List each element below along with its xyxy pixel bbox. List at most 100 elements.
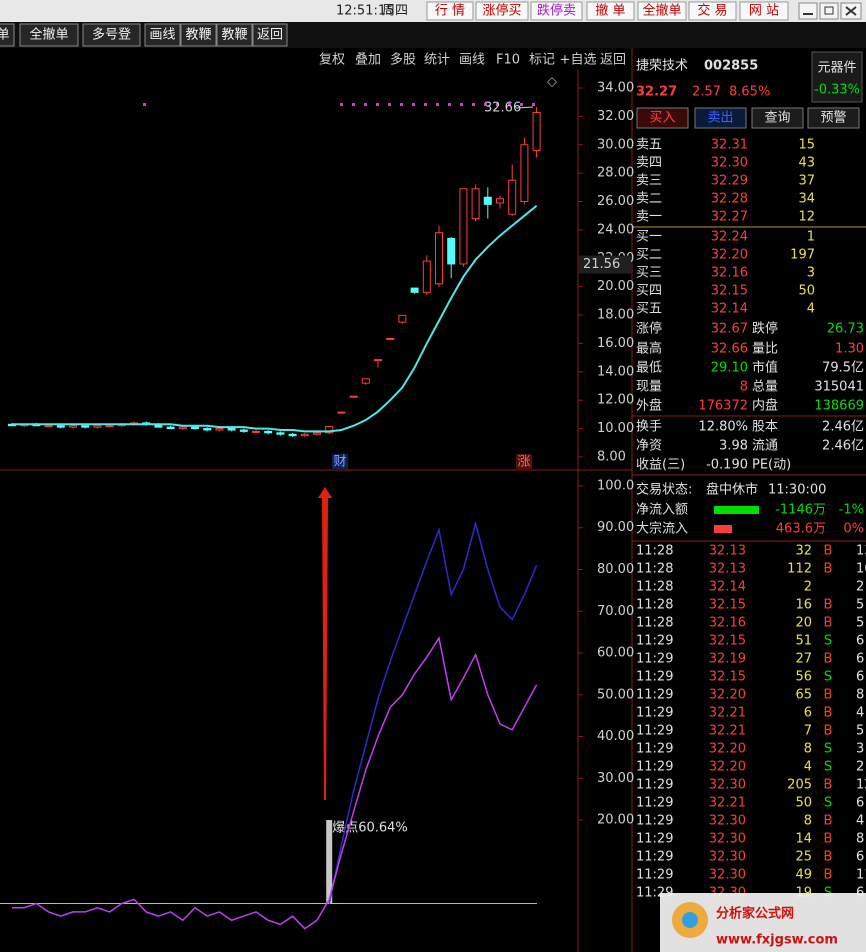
candle-body — [313, 432, 321, 435]
tick-time: 11:29 — [636, 688, 673, 703]
tick-side: B — [824, 544, 833, 559]
book-price: 32.30 — [711, 156, 748, 171]
trade-button-label: 买入 — [649, 111, 675, 126]
top-button[interactable] — [586, 1, 635, 21]
tick-count: 2 — [856, 760, 864, 775]
candle-body — [215, 428, 224, 431]
tick-count: 5 — [856, 616, 864, 631]
tick-side: S — [824, 796, 832, 811]
stat-label: 总量 — [752, 380, 778, 395]
tick-side: S — [824, 742, 832, 757]
y-tick-label: 28.00 — [597, 166, 634, 181]
tick-volume: 27 — [795, 652, 812, 667]
flow-bar — [714, 506, 759, 514]
y-tick-label: 90.00 — [597, 520, 634, 535]
tick-volume: 205 — [787, 778, 812, 793]
y-tick-label: 70.00 — [597, 604, 634, 619]
candle-body — [374, 359, 382, 362]
chart-tool: 叠加 — [355, 53, 381, 68]
flow-label: 净流入额 — [636, 503, 688, 518]
candle-body — [422, 260, 431, 293]
y-tick-label: 26.00 — [597, 194, 634, 209]
toolbar-label: 画线 — [149, 28, 175, 43]
trade-button[interactable] — [636, 107, 689, 129]
tick-count: 8 — [856, 832, 864, 847]
candle-body — [410, 287, 419, 293]
signal-dot — [472, 103, 475, 106]
trade-button-label: 卖出 — [707, 111, 733, 126]
book-volume: 50 — [798, 284, 815, 299]
book-label: 买四 — [636, 284, 662, 299]
tick-time: 11:29 — [636, 832, 673, 847]
burst-label: 爆点60.64% — [332, 821, 408, 836]
tick-time: 11:29 — [636, 634, 673, 649]
watermark-url: www.fxjgsw.com — [716, 933, 838, 948]
candle-body — [288, 433, 297, 437]
book-volume: 197 — [790, 248, 815, 263]
change: 2.57 — [692, 85, 721, 100]
tick-count: 11 — [856, 868, 866, 883]
indicator-line — [328, 520, 538, 904]
y-tick-label: 34.00 — [597, 80, 634, 95]
candle-body — [191, 426, 199, 430]
stat-label: 量比 — [752, 342, 778, 357]
signal-dot — [340, 103, 343, 106]
flow-bar — [714, 525, 732, 533]
top-button[interactable] — [530, 1, 583, 21]
tick-price: 32.21 — [709, 796, 746, 811]
book-price: 32.27 — [711, 210, 748, 225]
tick-side: B — [824, 562, 833, 577]
tick-count: 3 — [856, 742, 864, 757]
top-button-label: 网 站 — [749, 4, 779, 19]
chart-tool: 返回 — [600, 53, 626, 68]
toolbar-button[interactable] — [216, 23, 253, 47]
tick-volume: 32 — [795, 544, 812, 559]
toolbar-button[interactable] — [252, 23, 288, 47]
book-price: 32.20 — [711, 248, 748, 263]
top-button[interactable] — [637, 1, 687, 21]
stat-label: 净资 — [636, 439, 662, 454]
top-button-label: 行 情 — [435, 4, 465, 19]
book-label: 卖一 — [636, 210, 662, 225]
ma-line — [12, 204, 538, 433]
book-volume: 37 — [798, 174, 815, 189]
icon — [845, 6, 857, 16]
toolbar-button[interactable] — [19, 23, 79, 47]
tick-volume: 2 — [804, 580, 812, 595]
sector: 元器件 — [817, 61, 856, 76]
tick-count: 6 — [856, 850, 864, 865]
trade-button[interactable] — [694, 107, 747, 129]
stat-value: 2.46亿 — [822, 420, 864, 435]
stat-value: 138669 — [814, 399, 864, 414]
minimize-button[interactable] — [798, 2, 818, 20]
tick-price: 32.20 — [709, 688, 746, 703]
watermark-logo — [682, 912, 698, 928]
cursor-label: 21.56 — [583, 257, 620, 272]
trade-state: 盘中休市 — [706, 482, 758, 498]
trade-button[interactable] — [751, 107, 804, 129]
top-button[interactable] — [739, 1, 789, 21]
toolbar-button[interactable] — [82, 23, 141, 47]
toolbar-label: 全撤单 — [29, 27, 68, 43]
restore-button[interactable] — [819, 2, 839, 20]
y-tick-label: 60.00 — [597, 646, 634, 661]
marker-box — [516, 454, 532, 469]
tick-price: 32.15 — [709, 634, 746, 649]
toolbar-button[interactable] — [0, 23, 15, 47]
tick-time: 11:29 — [636, 778, 673, 793]
tick-count: 12 — [856, 778, 866, 793]
candle-body — [459, 188, 468, 265]
signal-dot — [143, 103, 146, 106]
trade-button[interactable] — [807, 107, 860, 129]
top-button[interactable] — [475, 1, 529, 21]
tick-volume: 20 — [795, 616, 812, 631]
tick-time: 11:29 — [636, 760, 673, 775]
toolbar-button[interactable] — [144, 23, 181, 47]
signal-dot — [400, 103, 403, 106]
toolbar-button[interactable] — [180, 23, 217, 47]
tick-count: 4 — [856, 814, 864, 829]
diamond-icon: ◇ — [547, 75, 557, 90]
top-button[interactable] — [688, 1, 737, 21]
tick-price: 32.13 — [709, 562, 746, 577]
top-button[interactable] — [426, 1, 474, 21]
